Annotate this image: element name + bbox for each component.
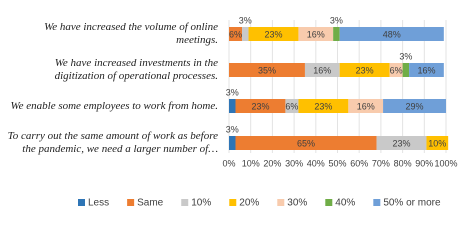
data-label: 10% (428, 138, 446, 148)
legend-swatch (181, 199, 189, 206)
data-label: 35% (258, 65, 276, 75)
data-label: 6% (229, 29, 242, 39)
data-label: 3% (239, 15, 252, 25)
bar-segment (426, 136, 449, 150)
bar-segment (235, 136, 377, 150)
data-label: 3% (226, 124, 239, 134)
x-tick-label: 80% (394, 158, 412, 168)
bar-segment (304, 63, 340, 77)
bar-segment (235, 99, 286, 113)
category-label: We enable some employees to work from ho… (10, 99, 218, 112)
x-tick-label: 20% (263, 158, 281, 168)
category-label: We have increased the volume of online m… (44, 21, 218, 46)
bar-segment (348, 99, 384, 113)
data-label: 23% (314, 101, 332, 111)
bar-segment (248, 27, 299, 41)
bar-segment (402, 63, 410, 77)
legend-swatch (277, 199, 285, 206)
legend-swatch (78, 199, 85, 206)
data-label: 3% (226, 87, 239, 97)
bar-segment (229, 136, 236, 150)
x-tick-label: 10% (242, 158, 260, 168)
legend-label: 30% (287, 198, 307, 209)
bar-segment (383, 99, 446, 113)
data-label: 23% (264, 29, 282, 39)
data-label: 23% (393, 138, 411, 148)
bar-segment (242, 27, 249, 41)
x-tick-label: 70% (372, 158, 390, 168)
data-label: 29% (406, 101, 424, 111)
x-tick-label: 0% (222, 158, 235, 168)
legend-label: 10% (191, 198, 211, 209)
legend-label: Same (137, 198, 164, 209)
legend-label: Less (88, 198, 109, 209)
x-tick-label: 60% (350, 158, 368, 168)
bar-segment (389, 63, 403, 77)
legend-swatch (373, 199, 381, 206)
data-label: 6% (390, 65, 403, 75)
data-label: 16% (357, 101, 375, 111)
legend-swatch (325, 199, 333, 206)
x-tick-label: 40% (307, 158, 325, 168)
bar-segment (339, 27, 444, 41)
data-label: 16% (307, 29, 325, 39)
chart-svg: 0% 10% 20% 30% 40% 50% 60% 70% 80% 90% 100%6%3%23%… (78, 15, 458, 209)
data-label: 23% (356, 65, 374, 75)
x-tick-label: 30% (285, 158, 303, 168)
bar-segment (298, 99, 349, 113)
data-label: 48% (383, 29, 401, 39)
x-tick-label: 90% (415, 158, 433, 168)
legend-label: 40% (335, 198, 355, 209)
bar-segment (285, 99, 299, 113)
x-tick-label: 50% (328, 158, 346, 168)
bar-segment (409, 63, 444, 77)
data-label: 16% (417, 65, 435, 75)
x-tick-label: 100% (434, 158, 457, 168)
bar-segment (339, 63, 390, 77)
bar-segment (298, 27, 334, 41)
legend-swatch (229, 199, 237, 206)
data-label: 23% (251, 101, 269, 111)
data-label: 16% (313, 65, 331, 75)
data-label: 65% (297, 138, 315, 148)
bar-segment (376, 136, 427, 150)
data-label: 3% (399, 51, 412, 61)
category-label: To carry out the same amount of work as … (7, 130, 218, 155)
bar-segment (229, 27, 243, 41)
bar-segment (229, 99, 236, 113)
legend-label: 20% (239, 198, 259, 209)
bar-segment (333, 27, 340, 41)
legend-label: 50% or more (383, 198, 441, 209)
category-label: We have increased investments in the dig… (54, 57, 218, 82)
data-label: 6% (285, 101, 298, 111)
legend-swatch (127, 199, 135, 206)
data-label: 3% (330, 15, 343, 25)
chart: 0% 10% 20% 30% 40% 50% 60% 70% 80% 90% 100% 6% 3% 23%… (7, 15, 458, 209)
bar-segment (229, 63, 305, 77)
